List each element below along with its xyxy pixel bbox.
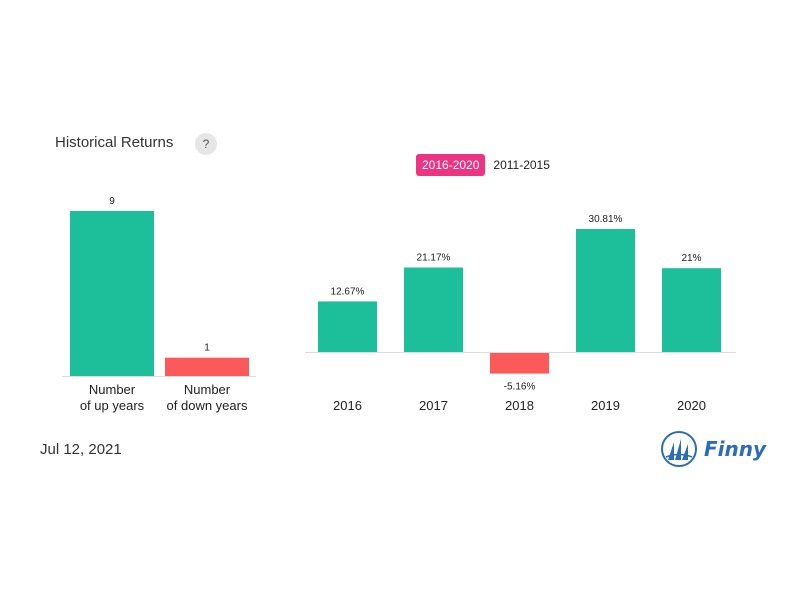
bar[interactable] (490, 353, 549, 374)
finny-sail-icon (661, 431, 697, 467)
bar[interactable] (165, 357, 249, 376)
data-label: 1 (204, 343, 210, 354)
tab-2016-2020[interactable]: 2016-2020 (416, 154, 486, 176)
category-label: of down years (167, 398, 248, 413)
bar[interactable] (576, 229, 635, 352)
year-label: 2016 (333, 398, 362, 413)
annual-returns-chart: 12.67% 2016 21.17% 2017 -5.16% 2018 30.81% 2019… (305, 214, 736, 413)
data-label: 30.81% (589, 214, 623, 225)
logo-wordmark: Finny (704, 437, 767, 461)
data-label: 12.67% (331, 286, 365, 297)
bar[interactable] (404, 267, 463, 352)
bar[interactable] (318, 301, 377, 352)
year-label: 2017 (419, 398, 448, 413)
category-label: Number (89, 382, 136, 397)
data-label: 21.17% (417, 252, 451, 263)
category-label: Number (184, 382, 231, 397)
year-label: 2019 (591, 398, 620, 413)
data-label: 9 (109, 196, 115, 207)
as-of-date: Jul 12, 2021 (40, 441, 122, 458)
period-tabs: 2016-2020 2011-2015 (416, 154, 556, 176)
bar[interactable] (70, 211, 154, 376)
finny-logo[interactable]: Finny (660, 430, 766, 468)
bar[interactable] (662, 268, 721, 352)
category-label: of up years (80, 398, 145, 413)
data-label: 21% (681, 253, 701, 264)
chart-title: Historical Returns (55, 134, 174, 151)
year-label: 2018 (505, 398, 534, 413)
data-label: -5.16% (504, 382, 536, 393)
help-button[interactable]: ? (195, 133, 217, 155)
year-label: 2020 (677, 398, 706, 413)
tab-2011-2015[interactable]: 2011-2015 (493, 158, 550, 172)
